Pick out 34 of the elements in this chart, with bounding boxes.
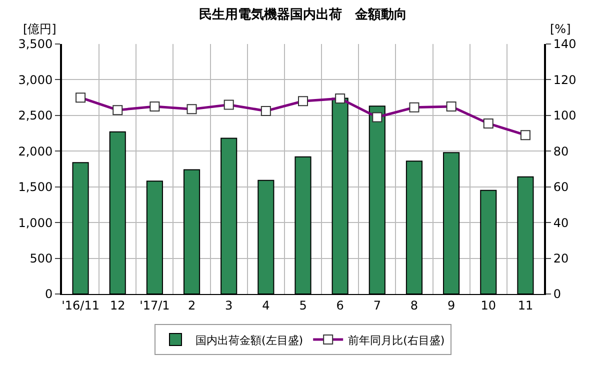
y2-tick-label: 120	[553, 72, 576, 87]
y2-tick-label: 0	[553, 287, 562, 302]
y2-tick-label: 140	[553, 37, 576, 52]
y-tick-label: 1,500	[18, 180, 53, 194]
y-tick-label: 3,500	[18, 37, 53, 52]
x-tick-label: 10	[480, 298, 496, 312]
chart-title: 民生用電気機器国内出荷 金額動向	[199, 6, 407, 22]
x-tick-label: 8	[410, 298, 418, 312]
x-tick-label: '17/1	[140, 298, 170, 312]
y2-axis-title: [%]	[550, 22, 571, 36]
y-tick-label: 3,000	[18, 72, 53, 87]
y2-tick-label: 20	[553, 251, 569, 266]
x-tick-label: 12	[110, 298, 126, 312]
y2-tick-label: 60	[553, 180, 569, 194]
x-tick-label: '16/11	[62, 298, 100, 312]
legend-label: 国内出荷金額(左目盛)	[196, 334, 304, 347]
y-tick-label: 2,000	[18, 144, 53, 158]
x-tick-label: 5	[299, 298, 307, 312]
x-tick-label: 3	[225, 298, 233, 312]
y2-tick-label: 80	[553, 144, 569, 158]
x-tick-label: 4	[262, 298, 270, 312]
x-tick-label: 7	[373, 298, 381, 312]
x-tick-label: 6	[336, 298, 344, 312]
y-tick-label: 2,500	[18, 108, 53, 123]
y-tick-label: 1,000	[18, 216, 53, 230]
x-tick-label: 9	[447, 298, 456, 312]
y-tick-label: 500	[30, 251, 53, 266]
y2-tick-label: 100	[553, 108, 576, 123]
y-axis-title: [億円]	[23, 22, 56, 36]
x-tick-label: 2	[188, 298, 196, 312]
x-tick-label: 11	[518, 298, 534, 312]
y-tick-label: 0	[44, 287, 53, 302]
y2-tick-label: 40	[553, 216, 569, 230]
legend-label: 前年同月比(右目盛)	[348, 334, 445, 347]
